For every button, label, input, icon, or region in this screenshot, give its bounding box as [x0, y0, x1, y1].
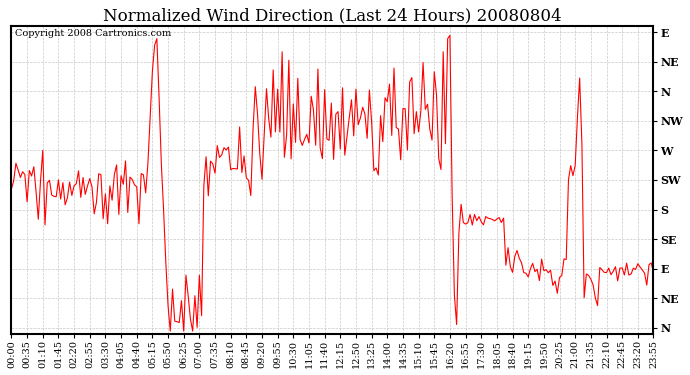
Text: Copyright 2008 Cartronics.com: Copyright 2008 Cartronics.com — [14, 28, 171, 38]
Title: Normalized Wind Direction (Last 24 Hours) 20080804: Normalized Wind Direction (Last 24 Hours… — [103, 7, 562, 24]
